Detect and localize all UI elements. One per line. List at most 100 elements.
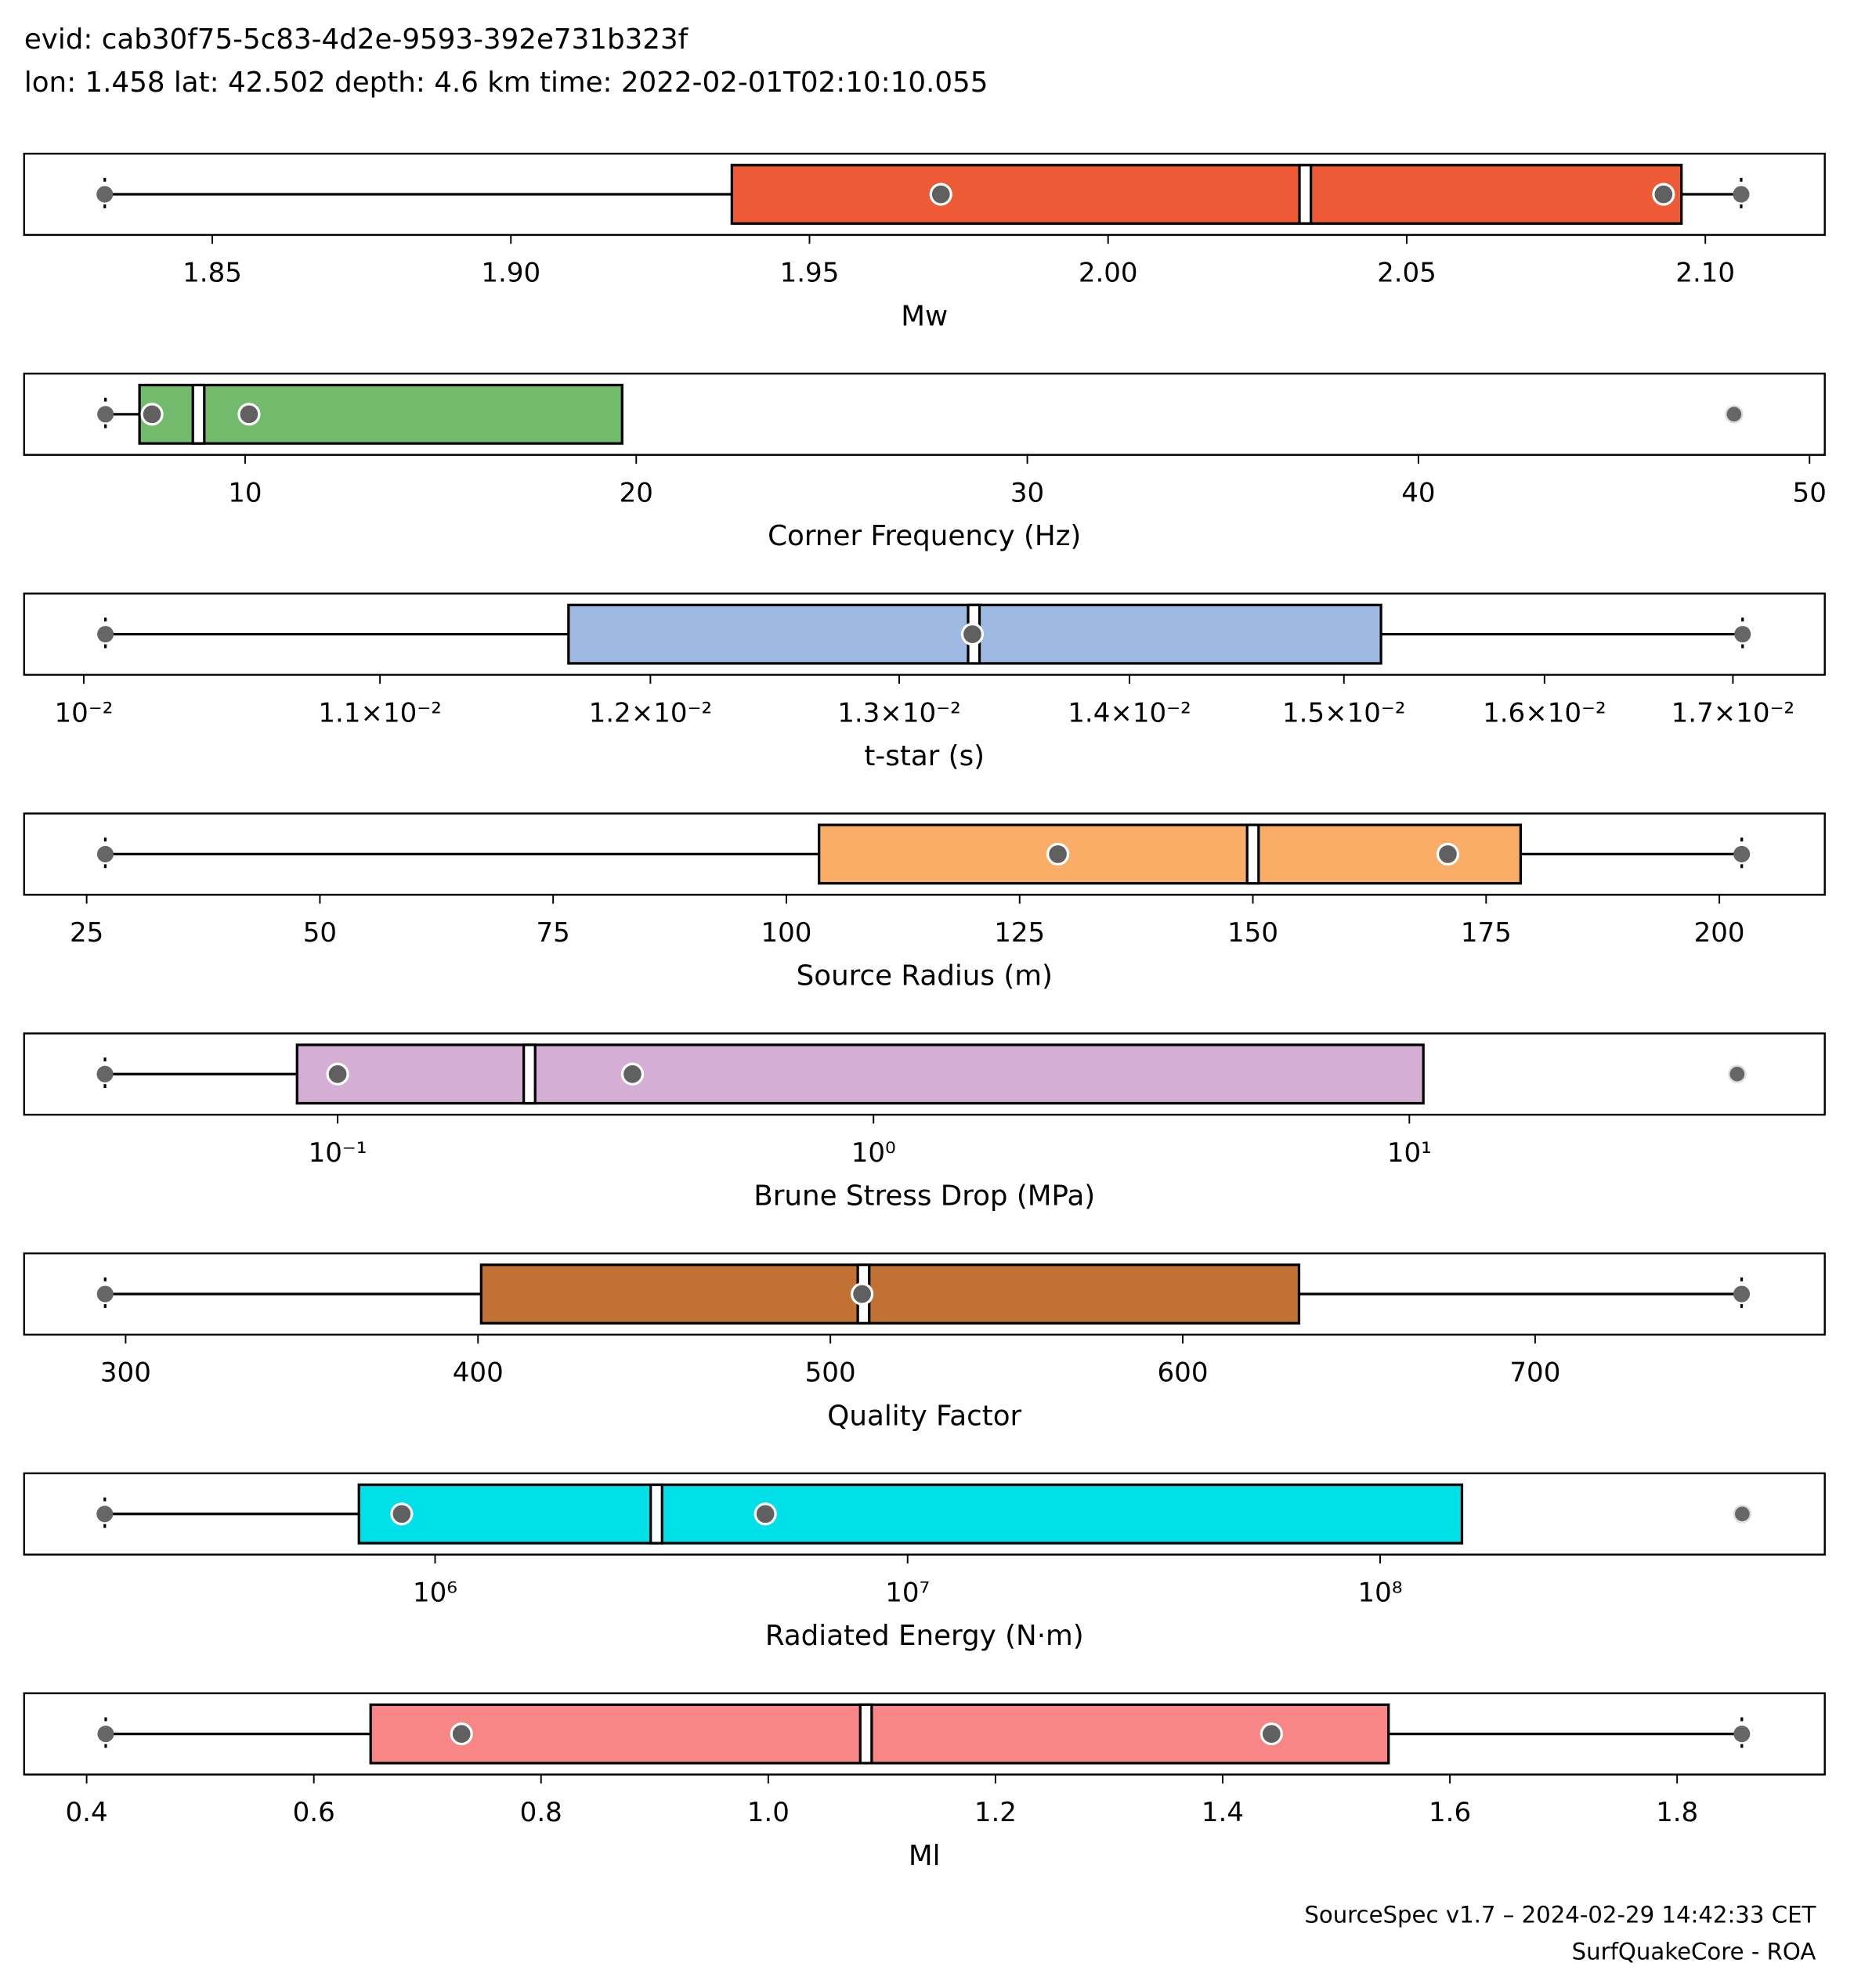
x-tick-label: 40 (1401, 477, 1435, 508)
max-marker (1728, 1064, 1747, 1083)
median (522, 1043, 537, 1105)
max-marker (1733, 1505, 1752, 1524)
max-marker (1725, 405, 1744, 424)
x-tick-label: 10⁻² (54, 697, 113, 728)
box (818, 823, 1523, 885)
data-point (326, 1062, 349, 1086)
x-axis-label: Radiated Energy (N·m) (765, 1620, 1084, 1652)
data-point (929, 183, 952, 206)
x-tick-label: 1.95 (780, 258, 840, 289)
median (191, 383, 206, 445)
median (858, 1703, 873, 1765)
data-point (851, 1282, 874, 1306)
x-axis-label: Ml (909, 1840, 941, 1872)
max-marker (1734, 626, 1751, 643)
min-marker (97, 406, 114, 423)
min-marker (97, 626, 114, 643)
axes-frame (23, 1472, 1826, 1556)
x-tick-label: 2.10 (1675, 258, 1735, 289)
x-tick-label: 30 (1010, 477, 1044, 508)
footer-version: SourceSpec v1.7 – 2024-02-29 14:42:33 CE… (1304, 1901, 1816, 1928)
x-tick-label: 1.8 (1656, 1797, 1698, 1828)
evid: evid: cab30f75-5c83-4d2e-9593-392e731b32… (24, 23, 689, 56)
data-point (620, 1062, 645, 1086)
x-tick-label: 1.2×10⁻² (589, 697, 713, 728)
box (479, 1263, 1301, 1325)
box (295, 1043, 1425, 1105)
max-marker (1733, 186, 1750, 203)
box (357, 1483, 1464, 1545)
min-marker (97, 1726, 114, 1743)
x-tick-label: 100 (761, 917, 811, 949)
x-tick-label: 175 (1461, 917, 1512, 949)
data-point (1436, 842, 1460, 866)
x-tick-label: 125 (994, 917, 1045, 949)
data-point (754, 1502, 777, 1526)
x-axis-label: Source Radius (m) (797, 960, 1053, 992)
x-tick-label: 500 (805, 1357, 856, 1389)
data-point (390, 1502, 414, 1526)
min-marker (96, 186, 114, 203)
x-tick-label: 1.1×10⁻² (318, 697, 442, 728)
x-tick-label: 20 (620, 477, 653, 508)
axes-frame (23, 592, 1826, 676)
data-point (237, 403, 261, 426)
x-axis-label: Quality Factor (827, 1400, 1021, 1432)
x-axis-label: Corner Frequency (Hz) (768, 520, 1081, 552)
x-tick-label: 2.05 (1377, 258, 1437, 289)
axes-frame (23, 1692, 1826, 1776)
x-tick-label: 10¹ (1387, 1137, 1432, 1169)
axes-frame (23, 152, 1826, 237)
x-tick-label: 0.4 (66, 1797, 108, 1828)
data-point (140, 403, 164, 426)
axes-frame (23, 1252, 1826, 1336)
x-tick-label: 150 (1227, 917, 1278, 949)
x-tick-label: 75 (537, 917, 570, 949)
x-tick-label: 1.6 (1429, 1797, 1471, 1828)
x-tick-label: 10⁰ (851, 1137, 896, 1169)
data-point (960, 623, 985, 646)
x-tick-label: 1.3×10⁻² (837, 697, 961, 728)
min-marker (96, 1505, 114, 1523)
x-tick-label: 400 (453, 1357, 504, 1389)
min-marker (96, 1285, 114, 1303)
x-tick-label: 1.90 (481, 258, 540, 289)
min-marker (96, 1065, 114, 1083)
x-tick-label: 1.6×10⁻² (1483, 697, 1606, 728)
x-tick-label: 600 (1158, 1357, 1209, 1389)
x-tick-label: 10⁶ (413, 1577, 457, 1608)
x-tick-label: 25 (70, 917, 103, 949)
x-tick-label: 0.6 (293, 1797, 335, 1828)
x-tick-label: 50 (303, 917, 337, 949)
axes-frame (23, 372, 1826, 456)
x-tick-label: 1.2 (974, 1797, 1017, 1828)
x-tick-label: 10⁸ (1358, 1577, 1403, 1608)
x-tick-label: 1.85 (183, 258, 242, 289)
footer-author: SurfQuakeCore - ROA (1572, 1938, 1816, 1965)
x-tick-label: 1.5×10⁻² (1282, 697, 1406, 728)
x-tick-label: 1.4 (1202, 1797, 1244, 1828)
data-point (1652, 183, 1675, 206)
median (649, 1483, 663, 1545)
data-point (1259, 1722, 1283, 1746)
x-axis-label: Mw (901, 300, 948, 332)
x-axis-label: t-star (s) (864, 740, 985, 772)
x-tick-label: 700 (1509, 1357, 1560, 1389)
data-point (450, 1722, 473, 1746)
box (138, 383, 623, 445)
x-tick-label: 10⁻¹ (309, 1137, 367, 1169)
x-tick-label: 300 (100, 1357, 151, 1389)
x-tick-label: 10 (228, 477, 262, 508)
axes-frame (23, 1032, 1826, 1116)
x-tick-label: 50 (1793, 477, 1827, 508)
max-marker (1733, 1285, 1751, 1303)
box (730, 164, 1683, 225)
axes-frame (23, 812, 1826, 896)
min-marker (96, 845, 114, 862)
x-tick-label: 2.00 (1079, 258, 1138, 289)
x-tick-label: 200 (1694, 917, 1745, 949)
x-tick-label: 0.8 (520, 1797, 562, 1828)
